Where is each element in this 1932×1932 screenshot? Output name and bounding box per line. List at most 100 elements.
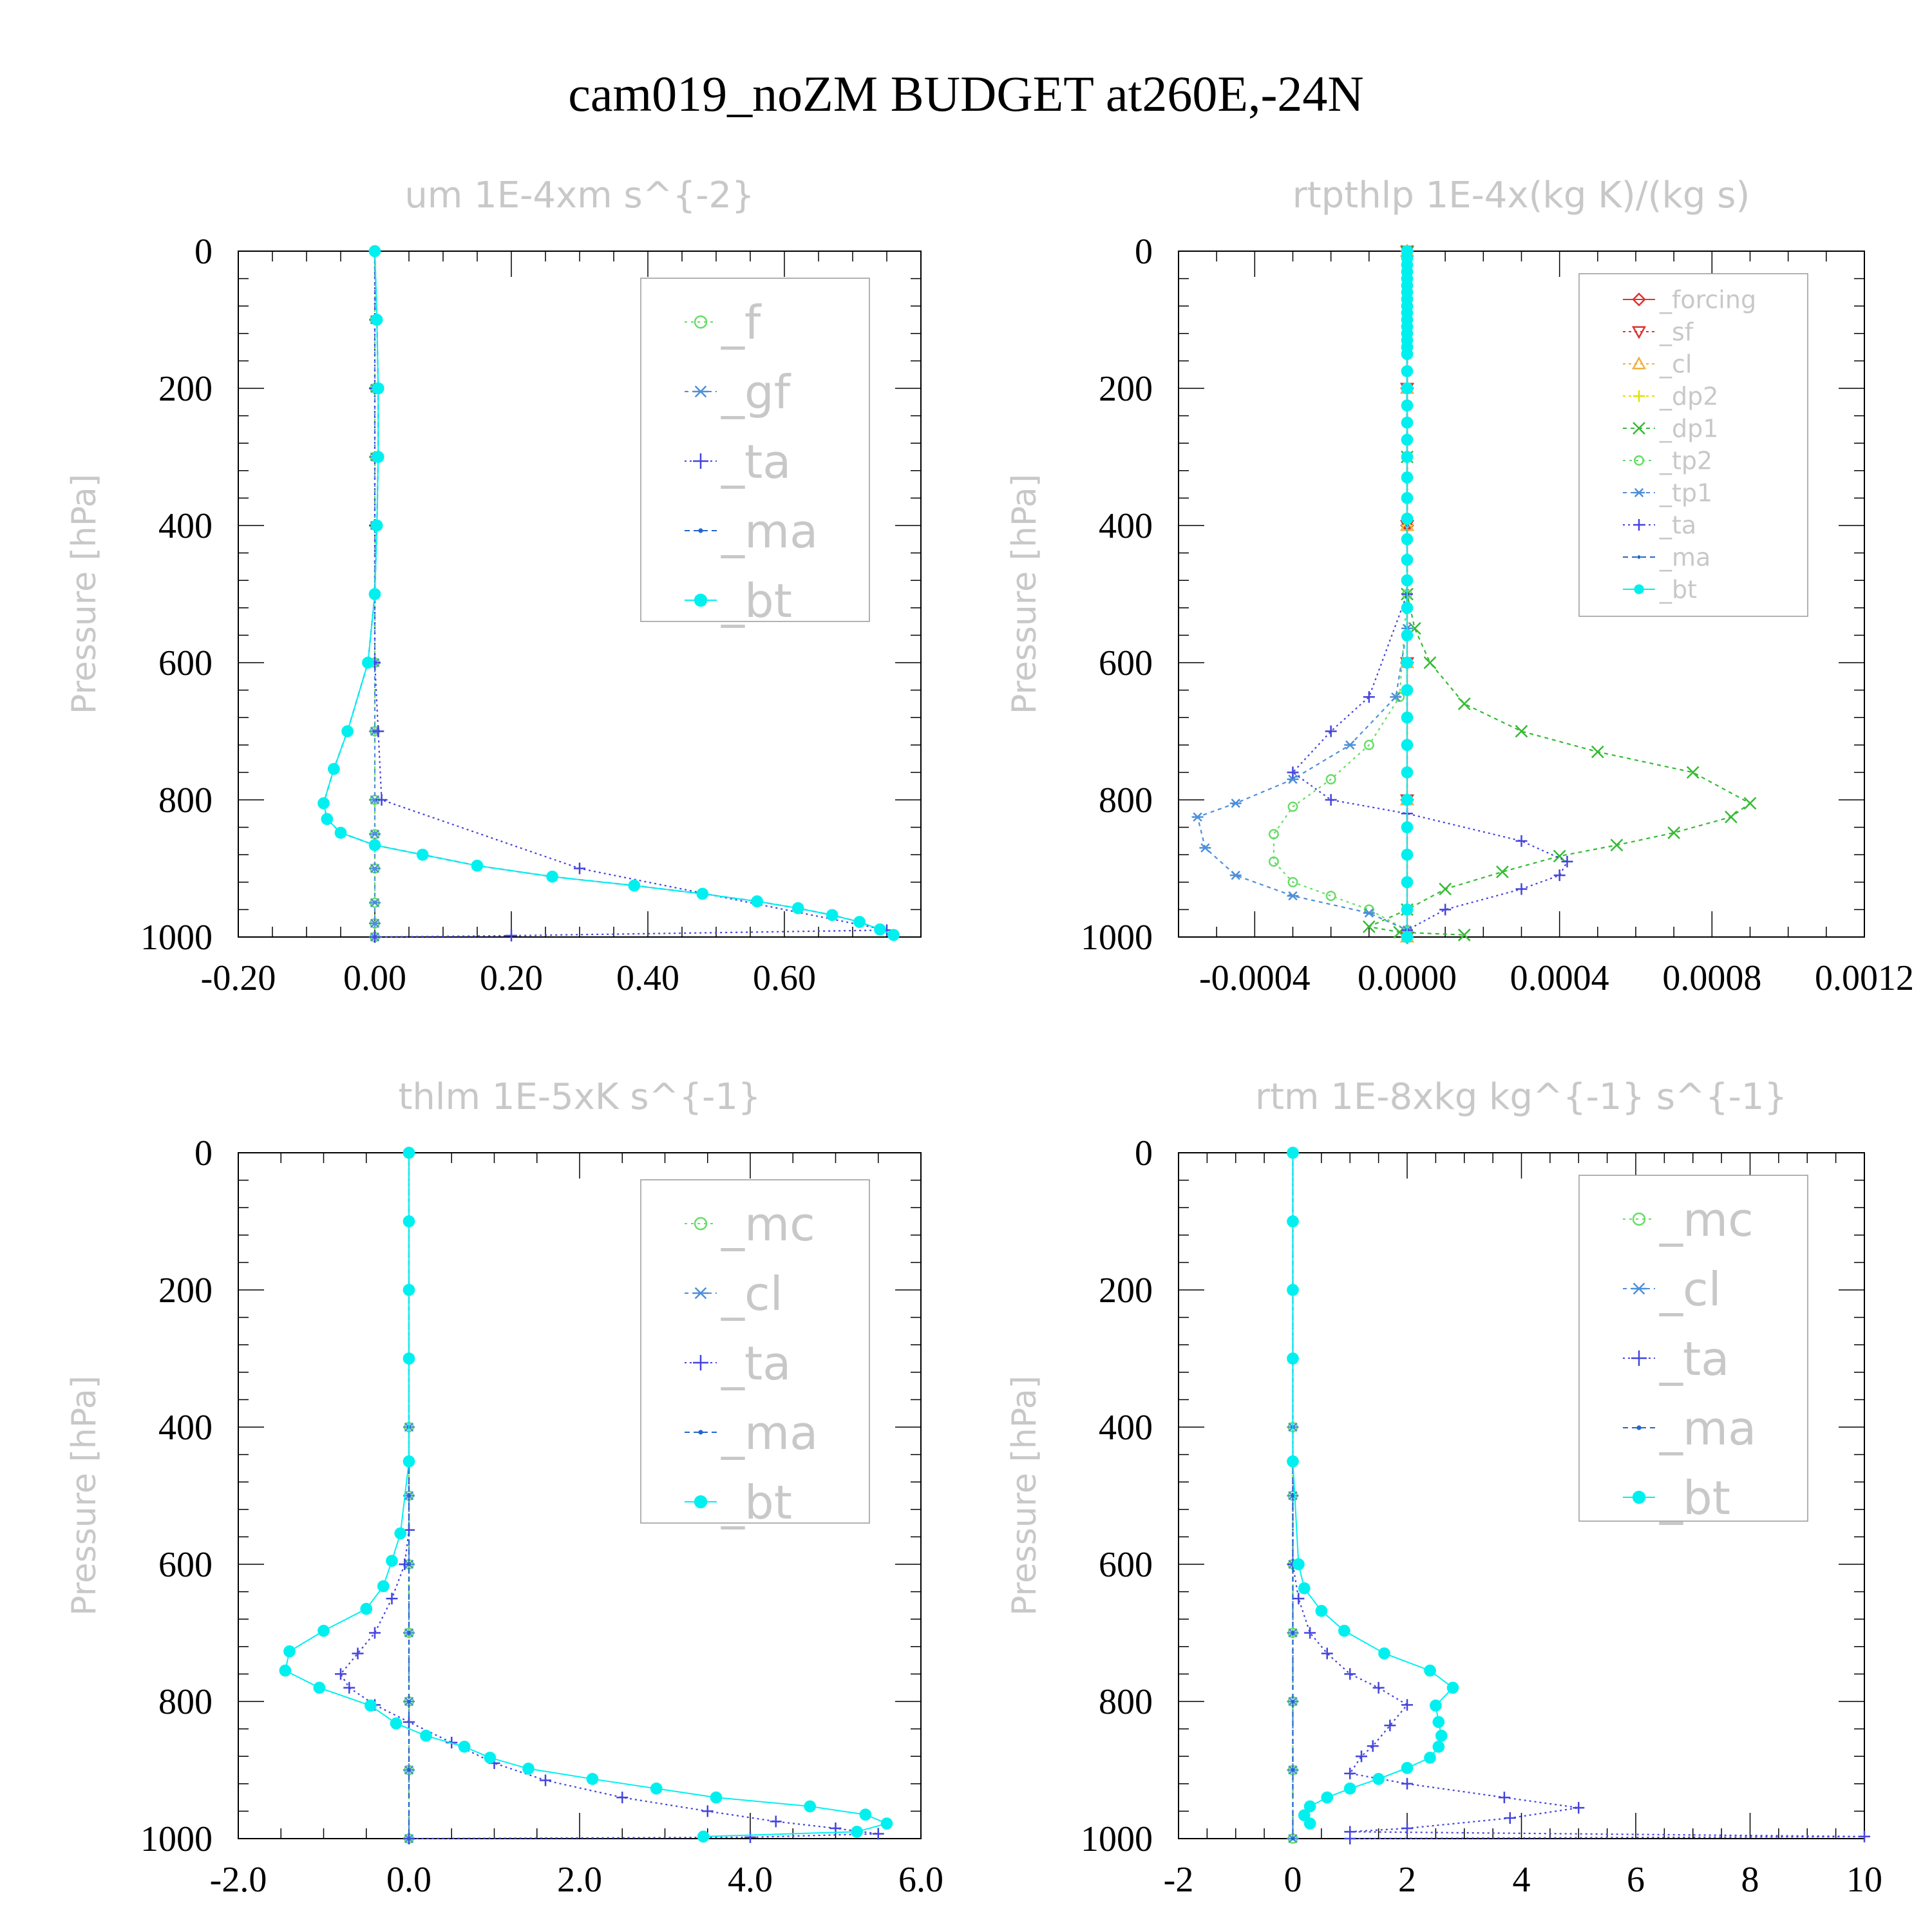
data-point: [880, 1817, 893, 1830]
legend-entry: _ta: [1623, 511, 1696, 540]
data-point: [369, 898, 381, 907]
data-point: [1229, 870, 1242, 880]
y-axis-label: Pressure [hPa]: [65, 1376, 104, 1616]
data-point: [1293, 1558, 1305, 1571]
data-point: [859, 1808, 872, 1821]
panel-1: um 1E-4xm s^{-2} Pressure [hPa] 0 200 400 600…: [65, 175, 922, 998]
legend-entry: _dp1: [1623, 415, 1718, 443]
data-point: [1304, 1627, 1316, 1639]
data-point: [1401, 492, 1414, 504]
legend-label: _tp1: [1659, 479, 1712, 507]
data-point: [506, 929, 517, 942]
data-point: [791, 902, 804, 914]
legend-marker: [694, 1217, 708, 1231]
data-point: [370, 314, 383, 326]
data-point: [1430, 1700, 1442, 1712]
data-point: [1401, 601, 1414, 614]
data-point: [1321, 1791, 1334, 1804]
legend-entry: _ma: [685, 504, 818, 558]
legend-label: _ta: [721, 435, 791, 489]
y-tick-label: 200: [158, 1271, 213, 1311]
legend-entry: _bt: [1623, 576, 1697, 604]
data-point: [1504, 1812, 1516, 1824]
data-point: [368, 588, 381, 600]
data-point: [1401, 739, 1414, 752]
data-point: [1344, 1767, 1356, 1779]
data-point: [1344, 740, 1356, 750]
data-point: [1401, 766, 1414, 779]
series-line: [1197, 251, 1408, 931]
data-point: [1725, 810, 1738, 824]
data-point: [1363, 691, 1375, 703]
data-point: [1401, 656, 1414, 669]
legend-box: [640, 278, 870, 622]
data-point: [1401, 451, 1414, 463]
x-tick-label: 4: [1513, 1860, 1531, 1900]
data-point: [369, 931, 381, 943]
y-tick-label: 1000: [1081, 918, 1153, 958]
y-tick-label: 800: [1099, 1682, 1153, 1722]
data-point: [402, 1146, 415, 1159]
data-point: [1401, 399, 1414, 412]
data-point: [1515, 883, 1528, 895]
legend-marker: [694, 593, 708, 607]
series-tp1: [1191, 246, 1413, 935]
x-tick-label: 0.40: [616, 958, 679, 998]
data-point: [360, 1602, 373, 1615]
data-point: [369, 918, 381, 928]
data-point: [407, 1837, 411, 1841]
data-point: [522, 1763, 535, 1775]
data-point: [416, 848, 429, 861]
y-tick-label: 1000: [1081, 1819, 1153, 1859]
data-point: [1610, 838, 1624, 852]
data-point: [1401, 711, 1414, 724]
data-point: [1287, 891, 1299, 901]
data-point: [1401, 684, 1414, 696]
data-point: [1401, 821, 1414, 833]
legend: _mc _cl _ta _ma _bt: [640, 1179, 870, 1530]
legend-marker: [693, 453, 708, 469]
legend-entry: _bt: [685, 1475, 792, 1530]
x-tick-label: 2: [1398, 1860, 1416, 1900]
data-point: [1356, 1750, 1367, 1763]
legend-marker: [698, 1430, 703, 1435]
data-point: [368, 838, 381, 851]
legend-entry: _ta: [685, 1336, 791, 1390]
legend-marker: [693, 1287, 708, 1300]
data-point: [874, 923, 886, 936]
data-point: [1432, 1716, 1445, 1728]
data-point: [1859, 1830, 1870, 1842]
legend-label: _ma: [721, 1406, 818, 1460]
data-point: [1686, 766, 1700, 779]
data-point: [586, 1772, 599, 1785]
x-tick-label: 0.0008: [1662, 958, 1761, 998]
data-point: [283, 1645, 296, 1658]
data-point: [334, 826, 347, 839]
legend-entry: _tp2: [1623, 447, 1712, 475]
legend-label: _f: [721, 296, 762, 350]
data-point: [317, 1624, 330, 1637]
data-point: [1362, 920, 1376, 933]
y-axis-label: Pressure [hPa]: [65, 474, 104, 714]
y-tick-label: 1000: [140, 918, 213, 958]
legend-marker: [1633, 488, 1645, 498]
data-point: [1401, 574, 1414, 587]
data-point: [1291, 1700, 1295, 1703]
legend-label: _dp2: [1659, 383, 1718, 411]
x-tick-label: 0.0012: [1815, 958, 1914, 998]
data-point: [317, 797, 330, 810]
legend-label: _ma: [1659, 1401, 1756, 1455]
data-point: [701, 1805, 714, 1817]
data-point: [1287, 1146, 1299, 1159]
data-point: [407, 1493, 411, 1498]
data-point: [1424, 1751, 1436, 1764]
data-point: [546, 870, 558, 883]
x-tick-label: 6: [1627, 1860, 1645, 1900]
panel-title: rtpthlp 1E-4x(kg K)/(kg s): [1293, 175, 1750, 216]
data-point: [1372, 1772, 1385, 1785]
data-point: [313, 1681, 326, 1694]
legend-marker: [1631, 1282, 1647, 1295]
data-point: [407, 1562, 411, 1566]
legend-label: _bt: [721, 574, 792, 628]
